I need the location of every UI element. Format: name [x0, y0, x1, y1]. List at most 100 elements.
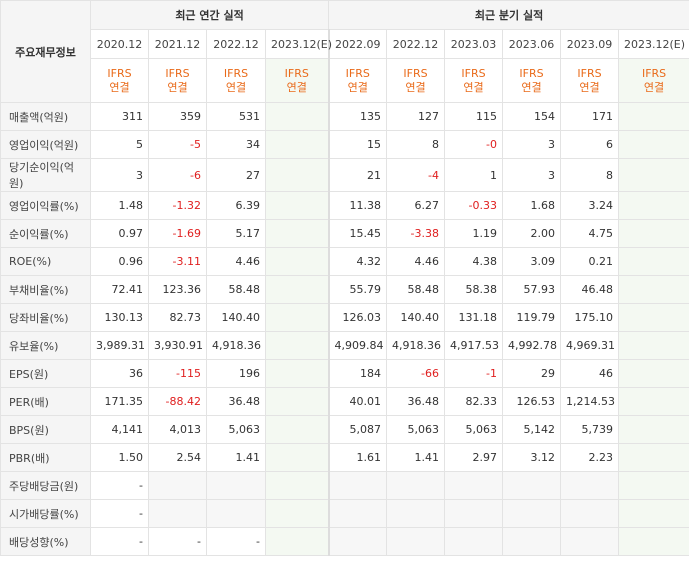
- table-cell: 2.54: [148, 443, 207, 472]
- table-cell: 131.18: [444, 303, 504, 332]
- table-cell: [264, 471, 330, 500]
- table-cell: 1.68: [502, 191, 562, 220]
- table-cell: 58.48: [206, 275, 266, 304]
- table-cell: 11.38: [327, 191, 388, 220]
- table-cell: 40.01: [327, 387, 388, 416]
- table-cell: 3: [502, 130, 562, 159]
- table-cell: [560, 499, 620, 528]
- table-cell: 5,087: [327, 415, 388, 444]
- row-label: PBR(배): [0, 443, 91, 472]
- table-cell: [386, 499, 446, 528]
- period-header: 2022.09: [327, 29, 388, 59]
- table-cell: 55.79: [327, 275, 388, 304]
- table-cell: [502, 471, 562, 500]
- table-cell: [148, 499, 207, 528]
- table-row: PBR(배) 1.50 2.54 1.41 1.61 1.41 2.97 3.12 2.23: [0, 443, 689, 472]
- row-label: 영업이익률(%): [0, 191, 91, 220]
- table-cell: [264, 415, 330, 444]
- table-cell: 4.46: [206, 247, 266, 276]
- row-label: EPS(원): [0, 359, 91, 388]
- table-cell: -1: [444, 359, 504, 388]
- row-label: BPS(원): [0, 415, 91, 444]
- table-cell: 171: [560, 102, 620, 131]
- table-cell: 115: [444, 102, 504, 131]
- table-cell: [264, 303, 330, 332]
- table-cell: 3.12: [502, 443, 562, 472]
- table-cell: 126.53: [502, 387, 562, 416]
- ifrs-label: IFRS 연결: [618, 58, 689, 103]
- row-label: 영업이익(억원): [0, 130, 91, 159]
- table-cell: 36: [90, 359, 149, 388]
- period-header: 2023.03: [444, 29, 504, 59]
- table-cell: 5,063: [386, 415, 446, 444]
- table-cell: 196: [206, 359, 266, 388]
- table-cell: 126.03: [327, 303, 388, 332]
- table-cell: 36.48: [206, 387, 266, 416]
- table-cell: 5.17: [206, 219, 266, 248]
- row-label: 당좌비율(%): [0, 303, 91, 332]
- table-cell: [264, 499, 330, 528]
- table-cell: 4,909.84: [327, 331, 388, 360]
- table-cell: 140.40: [206, 303, 266, 332]
- table-cell: [264, 247, 330, 276]
- table-cell: 311: [90, 102, 149, 131]
- table-cell: -: [90, 499, 149, 528]
- table-cell: 1.50: [90, 443, 149, 472]
- quarter-title: 최근 분기 실적: [328, 0, 689, 30]
- table-cell: -1.32: [148, 191, 207, 220]
- ifrs-label: IFRS 연결: [206, 58, 266, 103]
- table-cell: [618, 387, 689, 416]
- table-cell: [444, 527, 504, 556]
- table-cell: 5,142: [502, 415, 562, 444]
- table-row: 시가배당률(%) -: [0, 499, 689, 528]
- table-cell: [444, 499, 504, 528]
- table-cell: -0.33: [444, 191, 504, 220]
- table-cell: 29: [502, 359, 562, 388]
- row-label: 매출액(억원): [0, 102, 91, 131]
- table-cell: [618, 527, 689, 556]
- table-cell: 72.41: [90, 275, 149, 304]
- period-header: 2021.12: [148, 29, 207, 59]
- table-cell: 34: [206, 130, 266, 159]
- table-cell: -3.11: [148, 247, 207, 276]
- table-cell: 140.40: [386, 303, 446, 332]
- table-row: 당좌비율(%) 130.13 82.73 140.40 126.03 140.40 131.…: [0, 303, 689, 332]
- table-cell: [618, 499, 689, 528]
- table-cell: 4.46: [386, 247, 446, 276]
- table-body: 매출액(억원) 311 359 531 135 127 115 154 171 영업이익(억원) 5…: [0, 102, 689, 556]
- ifrs-label: IFRS 연결: [444, 58, 504, 103]
- period-row: 2020.12 2021.12 2022.12 2023.12(E) 2022.09 20…: [1, 29, 689, 59]
- table-cell: [264, 130, 330, 159]
- table-cell: [264, 443, 330, 472]
- table-cell: [618, 471, 689, 500]
- table-cell: 5: [90, 130, 149, 159]
- table-cell: 4,992.78: [502, 331, 562, 360]
- table-cell: 1.19: [444, 219, 504, 248]
- table-row: ROE(%) 0.96 -3.11 4.46 4.32 4.46 4.38 3.09 0.21: [0, 247, 689, 276]
- table-cell: [502, 499, 562, 528]
- table-cell: -5: [148, 130, 207, 159]
- table-row: 주당배당금(원) -: [0, 471, 689, 500]
- table-cell: 46.48: [560, 275, 620, 304]
- period-header: 2023.06: [502, 29, 562, 59]
- table-cell: [618, 219, 689, 248]
- table-cell: [264, 158, 330, 192]
- ifrs-label: IFRS 연결: [148, 58, 207, 103]
- table-cell: 4,969.31: [560, 331, 620, 360]
- period-header: 2023.09: [560, 29, 620, 59]
- ifrs-label: IFRS 연결: [327, 58, 388, 103]
- period-header: 2020.12: [90, 29, 149, 59]
- table-cell: [264, 191, 330, 220]
- table-cell: [618, 415, 689, 444]
- table-row: EPS(원) 36 -115 196 184 -66 -1 29 46: [0, 359, 689, 388]
- table-cell: [386, 471, 446, 500]
- table-row: BPS(원) 4,141 4,013 5,063 5,087 5,063 5,063 5,14…: [0, 415, 689, 444]
- period-header: 2022.12: [386, 29, 446, 59]
- table-cell: 1.48: [90, 191, 149, 220]
- table-row: 순이익률(%) 0.97 -1.69 5.17 15.45 -3.38 1.19 2.00 4.…: [0, 219, 689, 248]
- table-cell: 127: [386, 102, 446, 131]
- table-cell: 27: [206, 158, 266, 192]
- table-cell: 3: [90, 158, 149, 192]
- table-row: 배당성향(%) - - -: [0, 527, 689, 556]
